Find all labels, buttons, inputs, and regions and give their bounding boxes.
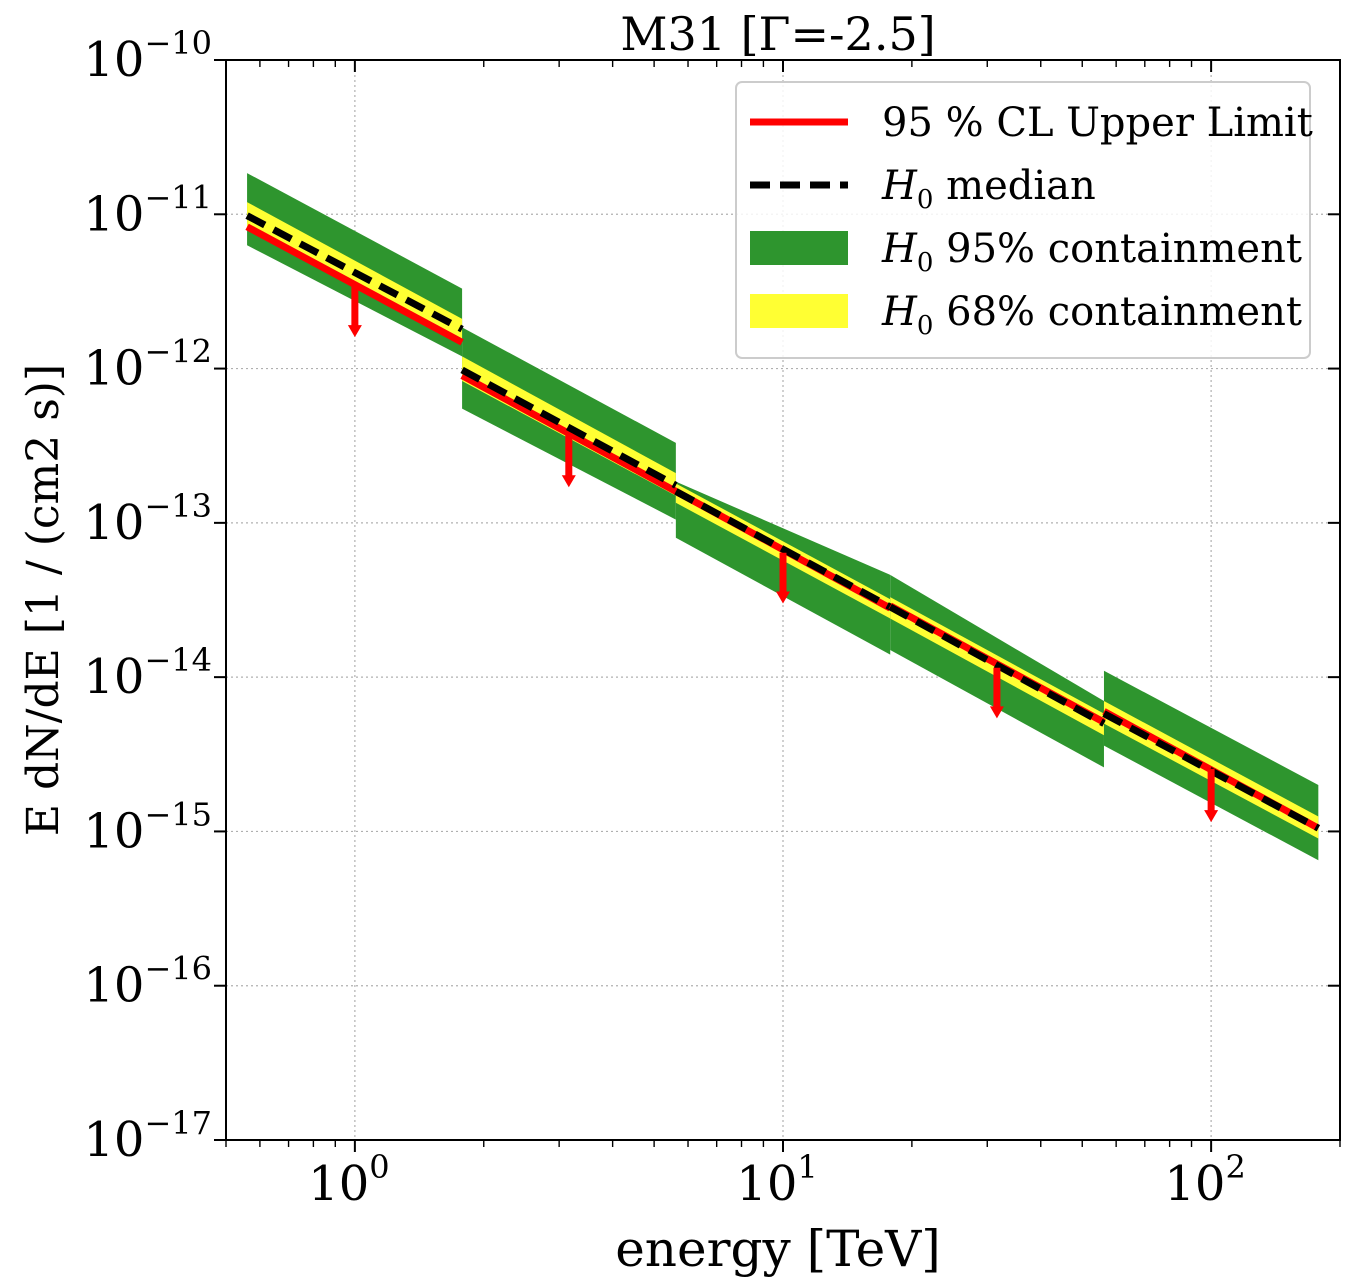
legend-label: H0 95% containment xyxy=(881,226,1302,278)
y-tick-label: 10−12 xyxy=(83,333,212,397)
upper-limit-arrowhead-0 xyxy=(347,325,362,338)
legend: 95 % CL Upper Limit H0 median H0 95% conta… xyxy=(735,81,1313,359)
legend-label: 95 % CL Upper Limit xyxy=(882,100,1313,146)
upper-limit-arrowhead-3 xyxy=(989,706,1004,719)
median-line-bin-2 xyxy=(674,488,892,611)
x-tick-label: 101 xyxy=(736,1148,817,1212)
y-tick-label: 10−14 xyxy=(83,641,212,705)
legend-swatch-band xyxy=(750,294,848,328)
x-axis-label: energy [TeV] xyxy=(615,1220,941,1278)
median-line-bin-1 xyxy=(460,366,678,489)
y-tick-label: 10−15 xyxy=(83,795,212,859)
y-tick-label: 10−10 xyxy=(83,24,212,88)
legend-label: H0 median xyxy=(881,163,1096,215)
median-line-bin-3 xyxy=(888,603,1106,727)
legend-label: H0 68% containment xyxy=(881,289,1302,341)
upper-limit-arrows xyxy=(347,284,1219,823)
upper-limit-arrowhead-1 xyxy=(561,475,576,488)
y-axis-label: E dN/dE [1 / (cm2 s)] xyxy=(18,364,69,836)
upper-limit-line-bin-0 xyxy=(245,223,464,346)
x-tick-label: 102 xyxy=(1164,1148,1245,1212)
chart-title: M31 [Γ=-2.5] xyxy=(620,7,935,61)
axes: 10−10 10−11 10−12 10−13 10−14 10−15 10−16 10−17… xyxy=(83,24,1341,1212)
y-tick-label: 10−11 xyxy=(83,178,212,242)
legend-box xyxy=(735,81,1311,359)
x-tick-label: 100 xyxy=(308,1148,389,1212)
upper-limit-arrowhead-4 xyxy=(1204,810,1219,823)
median-line-bin-0 xyxy=(245,212,464,333)
y-tick-label: 10−16 xyxy=(83,950,212,1014)
legend-swatch-band xyxy=(750,231,848,265)
y-tick-label: 10−17 xyxy=(83,1104,212,1168)
y-tick-label: 10−13 xyxy=(83,487,212,551)
upper-limit-arrowhead-2 xyxy=(776,591,790,604)
